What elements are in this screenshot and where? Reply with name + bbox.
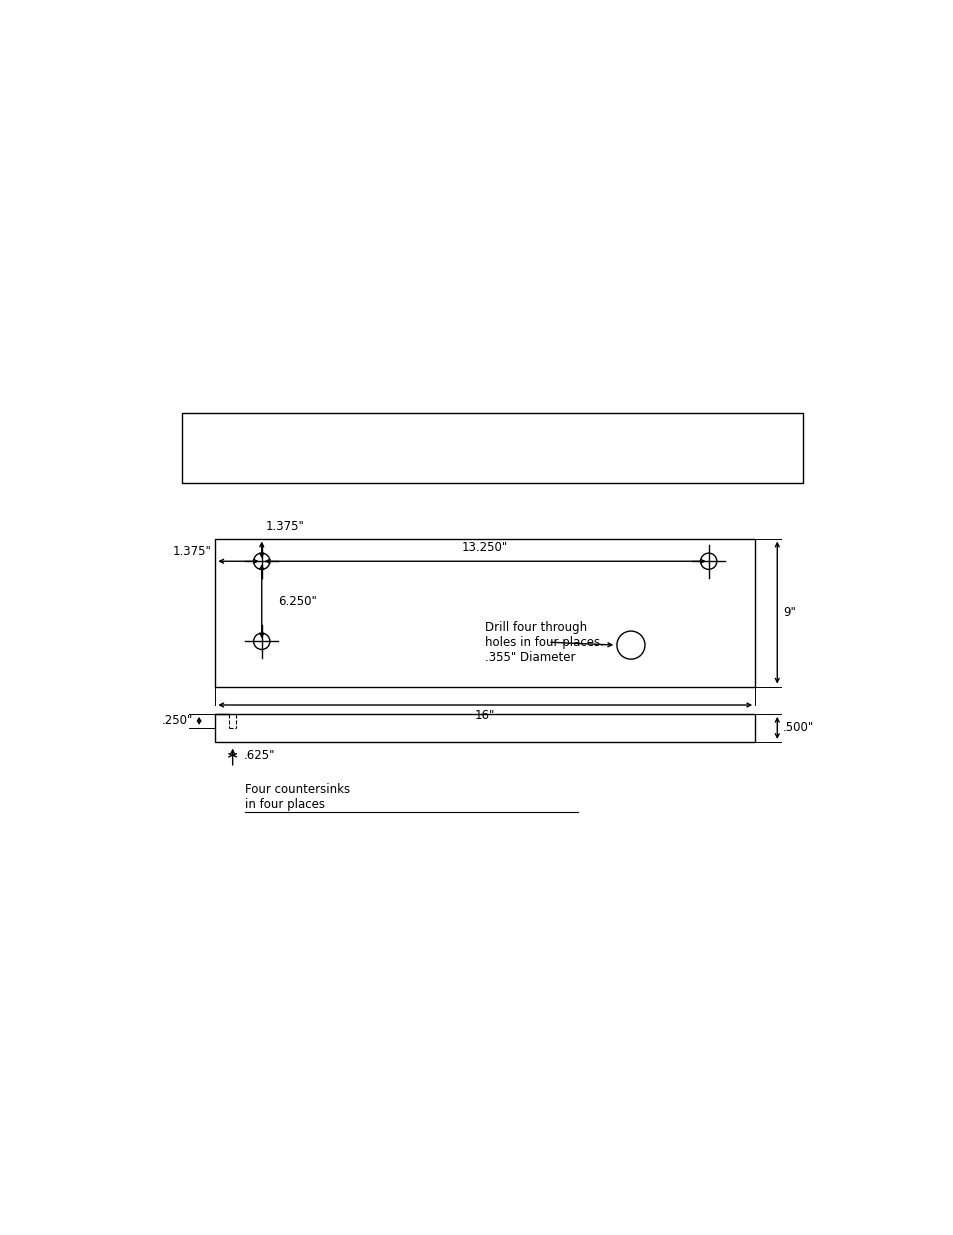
Text: .250": .250" [162, 714, 193, 727]
Bar [215, 714, 755, 742]
Bar [215, 538, 755, 687]
Text: .500": .500" [782, 721, 814, 735]
Text: 9": 9" [782, 606, 795, 619]
Text: .625": .625" [244, 748, 275, 762]
Text: 1.375": 1.375" [265, 520, 304, 532]
Text: 1.375": 1.375" [172, 545, 212, 557]
Text: Drill four through
holes in four places.
.355" Diameter: Drill four through holes in four places.… [485, 621, 603, 663]
Text: 13.250": 13.250" [461, 541, 508, 553]
Text: 16": 16" [475, 709, 495, 722]
Text: 6.250": 6.250" [277, 595, 316, 608]
Bar [182, 412, 802, 483]
Text: Four countersinks
in four places: Four countersinks in four places [245, 783, 350, 810]
